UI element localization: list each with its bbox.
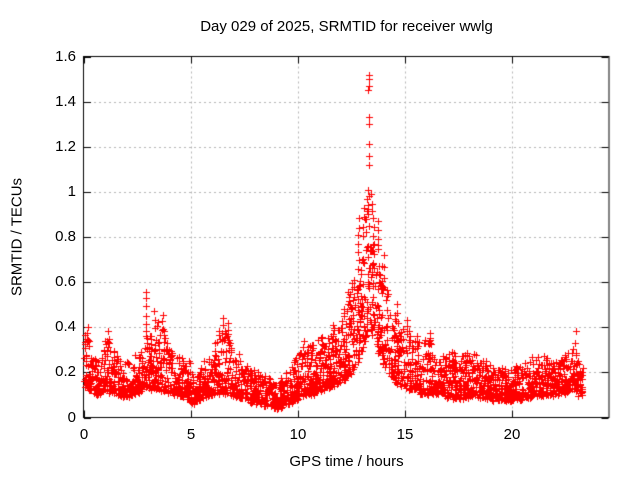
y-tick-label: 1.4	[55, 93, 76, 110]
x-axis-label: GPS time / hours	[289, 453, 404, 470]
x-tick-label: 20	[503, 426, 521, 443]
y-tick-label: 0.8	[55, 228, 76, 245]
y-tick-label: 1.2	[55, 138, 76, 155]
x-tick-label: 10	[289, 426, 307, 443]
x-tick-label: 5	[186, 426, 196, 443]
x-tick-label: 0	[79, 426, 89, 443]
chart-title: Day 029 of 2025, SRMTID for receiver wwl…	[200, 18, 493, 35]
y-tick-label: 1	[67, 183, 76, 200]
x-tick-label: 15	[396, 426, 414, 443]
y-tick-label: 1.6	[55, 48, 76, 65]
y-tick-label: 0.2	[55, 363, 76, 380]
y-tick-label: 0.6	[55, 273, 76, 290]
y-tick-label: 0	[67, 409, 76, 426]
y-tick-label: 0.4	[55, 318, 76, 335]
